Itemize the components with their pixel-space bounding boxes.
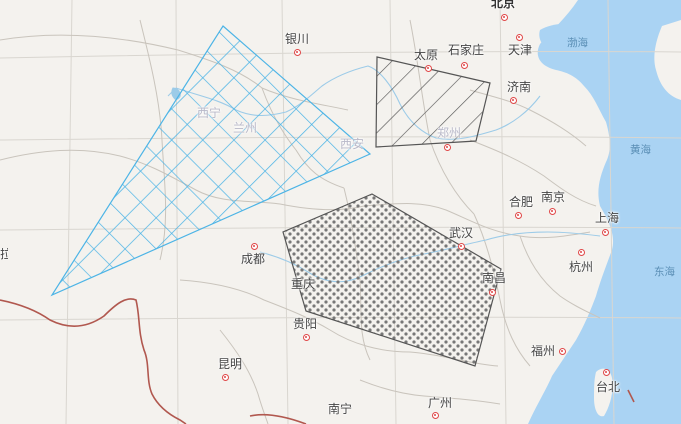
- city-marker-kunming[interactable]: [222, 374, 229, 381]
- city-marker-nanjing[interactable]: [549, 208, 556, 215]
- city-label-nanning: 南宁: [328, 402, 353, 416]
- taiwan-island: [594, 368, 613, 417]
- city-label-jinan: 济南: [507, 80, 532, 94]
- city-marker-shijiazhuang[interactable]: [461, 62, 468, 69]
- city-label-fuzhou: 福州: [531, 344, 556, 358]
- city-label-guiyang: 贵阳: [293, 317, 318, 331]
- city-label-guangzhou: 广州: [428, 396, 453, 410]
- city-label-taibei: 台北: [596, 380, 621, 394]
- city-marker-hefei[interactable]: [515, 212, 522, 219]
- city-marker-tianjin[interactable]: [516, 34, 523, 41]
- city-label-chongqing: 重庆: [291, 277, 316, 291]
- city-marker-wuhan[interactable]: [458, 243, 465, 250]
- city-marker-yinchuan[interactable]: [294, 49, 301, 56]
- city-label-beijing: 北京: [491, 0, 516, 10]
- city-label-xian: 西安: [340, 137, 365, 151]
- city-label-nanchang: 南昌: [482, 271, 507, 285]
- korea-coast: [654, 20, 681, 100]
- sea-label-huanghai: 黄海: [630, 144, 651, 156]
- dotted-overlay-region: [282, 193, 502, 367]
- city-marker-guangzhou[interactable]: [432, 412, 439, 419]
- city-label-lanzhou: 兰州: [233, 121, 258, 135]
- city-marker-chengdu[interactable]: [251, 243, 258, 250]
- city-label-tianjin: 天津: [508, 43, 533, 57]
- city-label-shijiazhuang: 石家庄: [448, 43, 485, 57]
- city-marker-guiyang[interactable]: [303, 334, 310, 341]
- city-label-shanghai: 上海: [595, 211, 620, 225]
- sea-label-bohai: 渤海: [567, 37, 588, 49]
- city-marker-fuzhou[interactable]: [559, 348, 566, 355]
- city-label-hefei: 合肥: [509, 195, 534, 209]
- city-label-hangzhou: 杭州: [569, 260, 594, 274]
- city-label-xining: 西宁: [197, 106, 222, 120]
- national-border: [0, 298, 187, 424]
- city-marker-taiyuan[interactable]: [425, 65, 432, 72]
- city-label-yinchuan: 银川: [285, 32, 310, 46]
- city-label-zhengzhou: 郑州: [437, 126, 462, 140]
- city-marker-taibei[interactable]: [603, 369, 610, 376]
- city-label-kunming: 昆明: [218, 357, 243, 371]
- sea-label-donghai: 东海: [654, 266, 675, 278]
- city-marker-zhengzhou[interactable]: [444, 144, 451, 151]
- city-marker-jinan[interactable]: [510, 97, 517, 104]
- bohai-bay: [539, 23, 589, 55]
- city-label-chengdu: 成都: [241, 252, 266, 266]
- city-marker-beijing[interactable]: [501, 14, 508, 21]
- city-marker-hangzhou[interactable]: [578, 249, 585, 256]
- city-label-nanjing: 南京: [541, 190, 566, 204]
- city-label-lasa: 拉萨: [0, 248, 8, 260]
- city-marker-shanghai[interactable]: [602, 229, 609, 236]
- city-label-wuhan: 武汉: [449, 226, 474, 240]
- grid-overlay-region: [50, 25, 372, 297]
- hatch-overlay-region: [375, 56, 491, 148]
- city-marker-nanchang[interactable]: [489, 289, 496, 296]
- city-label-taiyuan: 太原: [414, 48, 439, 62]
